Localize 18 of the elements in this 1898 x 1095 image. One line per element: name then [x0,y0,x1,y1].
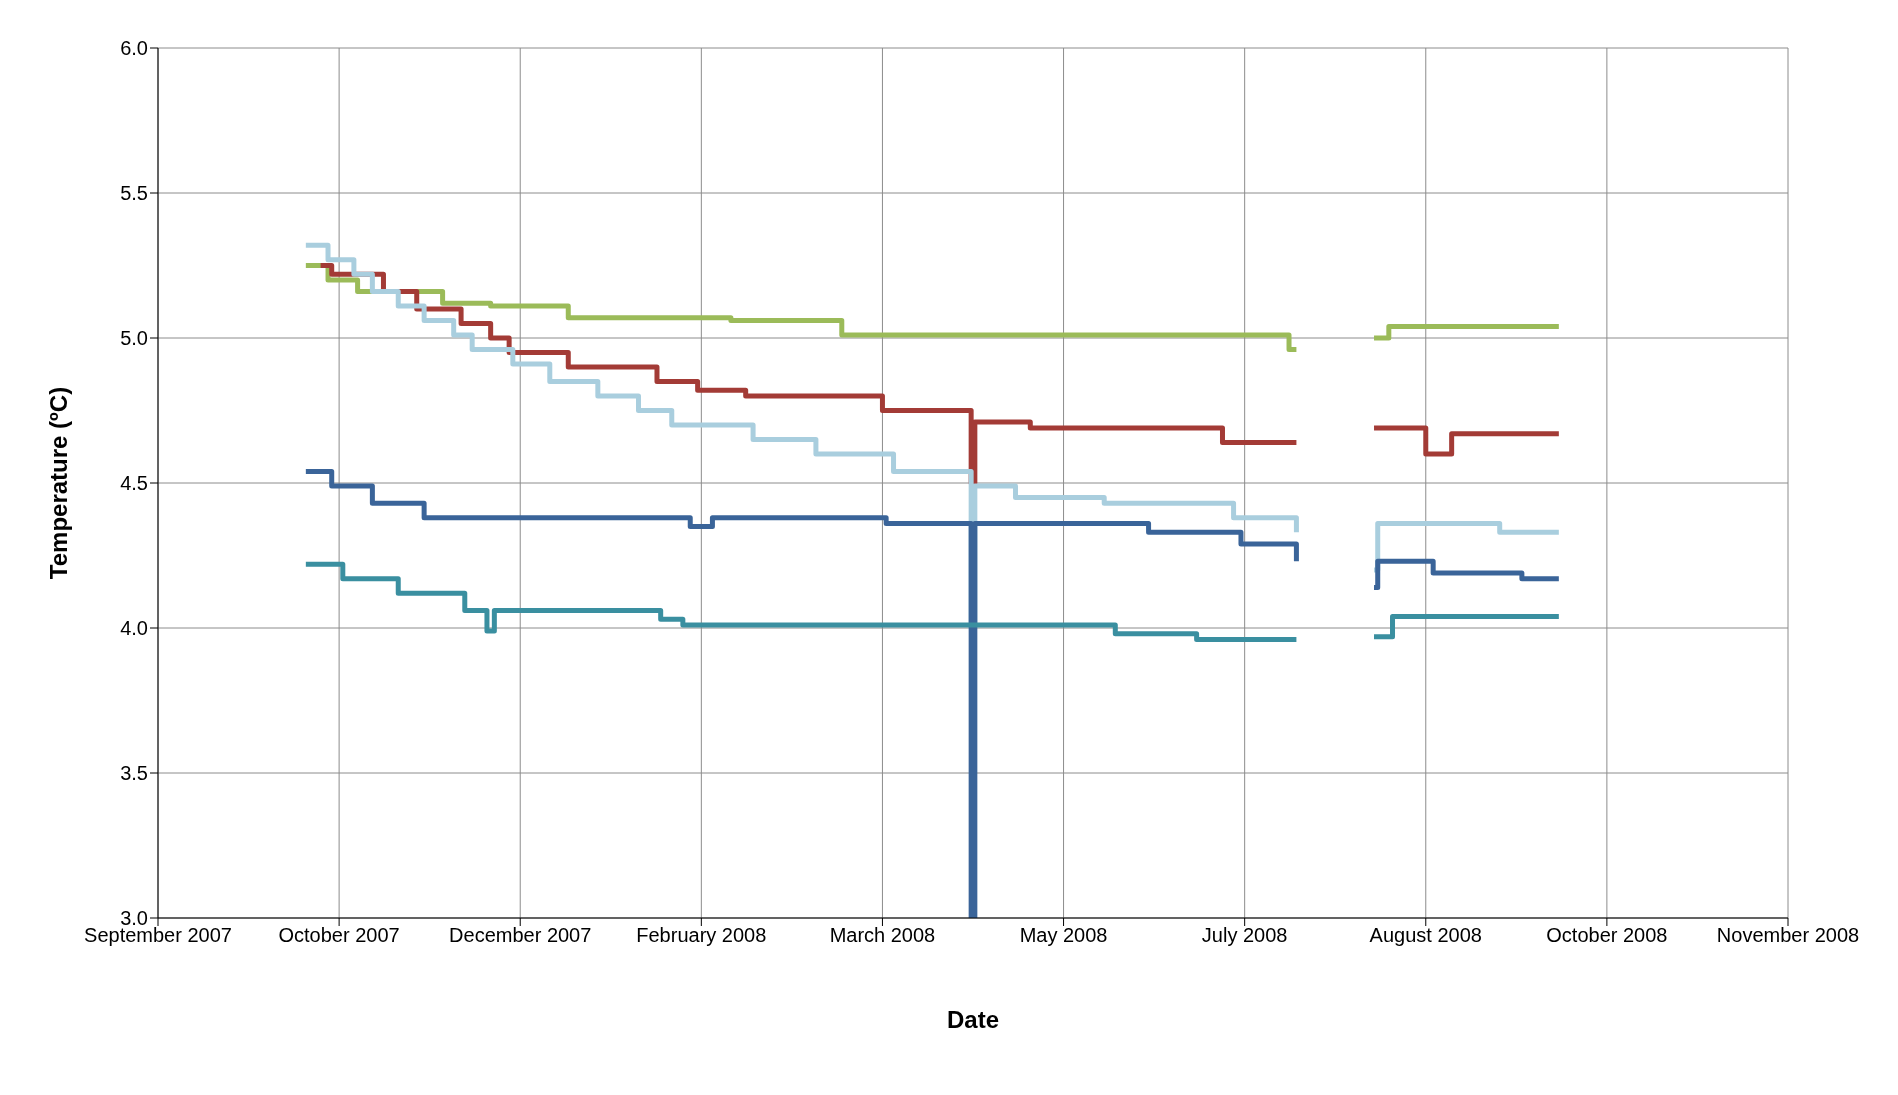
y-tick-label: 4.0 [120,617,148,640]
x-tick-label: May 2008 [1019,924,1108,947]
x-tick-label: September 2007 [84,924,232,947]
x-tick-label: July 2008 [1201,924,1288,947]
x-tick-label: October 2007 [278,924,400,947]
x-tick-label: March 2008 [829,924,936,947]
y-tick-label: 5.0 [120,327,148,350]
x-tick-label: November 2008 [1716,924,1860,947]
y-tick-label: 4.5 [120,472,148,495]
x-tick-label: December 2007 [449,924,592,947]
y-axis-title: Temperature (ºC) [44,386,72,580]
y-tick-label: 6.0 [120,37,148,60]
x-tick-label: February 2008 [636,924,767,947]
y-tick-label: 5.5 [120,182,148,205]
y-tick-label: 3.5 [120,762,148,785]
x-tick-label: August 2008 [1369,924,1482,947]
x-axis-title: Date [946,1006,1000,1033]
x-tick-label: October 2008 [1546,924,1668,947]
